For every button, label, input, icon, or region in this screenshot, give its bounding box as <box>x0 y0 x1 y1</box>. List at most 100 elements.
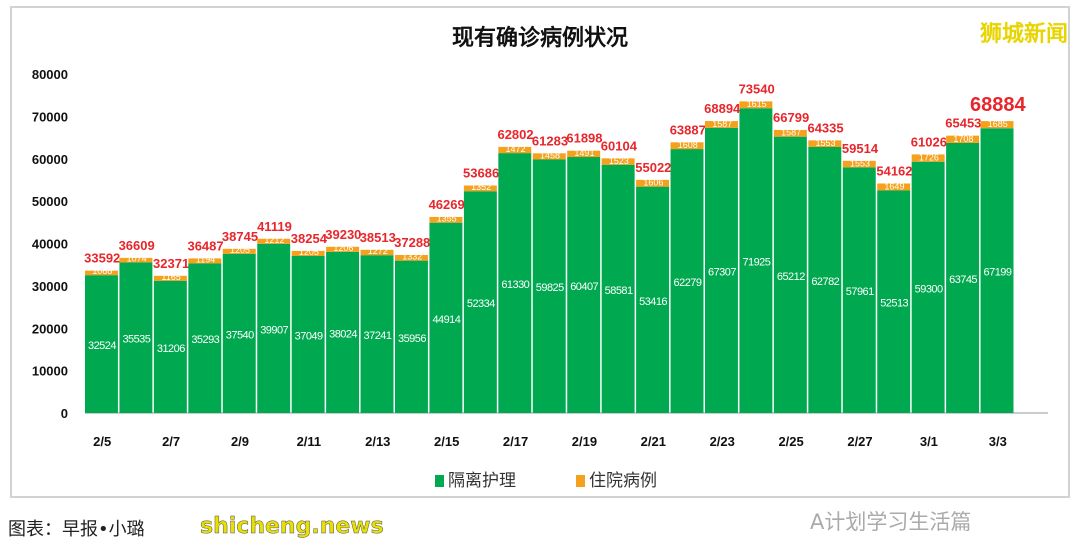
data-label-hospital: 1726 <box>919 153 939 163</box>
data-label-total: 63887 <box>670 122 706 137</box>
data-label-hospital: 1606 <box>643 178 663 188</box>
data-label-isolation: 52513 <box>880 298 908 310</box>
bar-isolation <box>636 186 670 413</box>
bar-isolation <box>498 153 532 413</box>
data-label-total: 46269 <box>429 197 465 212</box>
bar-hospital <box>498 146 532 154</box>
x-tick-label: 2/23 <box>710 434 735 449</box>
y-tick-label: 60000 <box>32 152 68 167</box>
bar-isolation <box>808 146 842 413</box>
bar-isolation <box>429 222 463 413</box>
data-label-hospital: 1649 <box>884 181 904 191</box>
data-label-hospital: 1685 <box>988 119 1008 129</box>
data-label-isolation: 58581 <box>605 285 633 297</box>
bar-isolation <box>739 108 773 414</box>
data-label-total: 68894 <box>704 101 741 116</box>
x-tick-label: 2/25 <box>778 434 803 449</box>
bar-isolation <box>153 280 187 413</box>
y-tick-label: 50000 <box>32 194 68 209</box>
data-label-hospital: 1458 <box>540 150 560 160</box>
bar-hospital <box>808 140 842 147</box>
data-label-hospital: 1553 <box>816 138 836 148</box>
bar-hospital <box>946 135 980 143</box>
data-label-total: 38513 <box>360 230 396 245</box>
bar-hospital <box>429 216 463 223</box>
bar-isolation <box>85 275 118 413</box>
data-label-isolation: 71925 <box>742 257 770 269</box>
y-tick-label: 40000 <box>32 237 68 252</box>
data-label-total: 36487 <box>187 238 223 253</box>
data-label-hospital: 1355 <box>437 214 457 224</box>
data-label-isolation: 35535 <box>122 334 150 346</box>
data-label-isolation: 35956 <box>398 333 426 345</box>
data-label-hospital: 1587 <box>781 128 801 138</box>
data-label-hospital: 1472 <box>506 144 526 154</box>
watermark: 狮城新闻 <box>979 22 1068 47</box>
bar-isolation <box>877 190 911 413</box>
data-label-hospital: 1068 <box>92 266 112 276</box>
data-label-hospital: 1205 <box>230 245 250 255</box>
data-label-isolation: 59300 <box>915 283 943 295</box>
data-label-total: 36609 <box>119 238 155 253</box>
legend-label: 隔离护理 <box>448 471 516 491</box>
bar-isolation <box>911 161 945 413</box>
data-label-hospital: 1587 <box>712 119 732 129</box>
data-label-isolation: 53416 <box>639 296 667 308</box>
bar-hospital <box>567 150 601 158</box>
data-label-total: 73540 <box>739 81 775 96</box>
y-tick-label: 80000 <box>32 67 68 82</box>
bar-hospital <box>291 250 325 257</box>
data-label-hospital: 1205 <box>299 247 319 257</box>
data-label-hospital: 1352 <box>471 182 491 192</box>
bar-hospital <box>911 154 945 162</box>
data-label-total: 39230 <box>325 227 361 242</box>
data-label-total: 33592 <box>84 251 120 266</box>
data-label-isolation: 63745 <box>949 274 977 286</box>
bar-hospital <box>360 249 394 256</box>
bar-isolation <box>222 253 256 413</box>
data-label-hospital: 1206 <box>333 243 353 253</box>
data-label-isolation: 57961 <box>846 286 874 298</box>
data-label-isolation: 39907 <box>260 324 288 336</box>
data-label-total: 55022 <box>635 160 671 175</box>
data-label-total: 61283 <box>532 133 568 148</box>
data-label-hospital: 1523 <box>609 156 629 166</box>
bar-isolation <box>326 251 360 413</box>
bar-isolation <box>842 167 876 413</box>
data-label-hospital: 1608 <box>678 140 698 150</box>
bar-hospital <box>842 160 876 168</box>
bar-hospital <box>636 179 670 187</box>
y-tick-label: 20000 <box>32 321 68 336</box>
bar-hospital <box>85 270 118 276</box>
data-label-total: 37288 <box>394 235 430 250</box>
bar-isolation <box>291 256 325 413</box>
data-label-hospital: 1194 <box>196 254 215 264</box>
data-label-total: 60104 <box>601 138 638 153</box>
bar-hospital <box>601 158 635 165</box>
bar-hospital <box>705 121 738 128</box>
chart-title: 现有确诊病例状况 <box>451 26 628 51</box>
legend-label: 住院病例 <box>589 471 657 491</box>
site-watermark: shicheng.news <box>200 514 384 540</box>
bar-isolation <box>946 142 980 414</box>
data-label-isolation: 59825 <box>536 282 564 294</box>
bar-hospital <box>980 121 1014 129</box>
bar-hospital <box>257 238 291 244</box>
data-label-isolation: 31206 <box>157 343 185 355</box>
x-tick-label: 2/9 <box>231 434 249 449</box>
data-label-hospital: 1332 <box>402 252 422 262</box>
x-tick-label: 2/15 <box>434 434 459 449</box>
data-label-isolation: 37049 <box>295 331 323 343</box>
legend-swatch <box>435 475 444 487</box>
wechat-watermark: A计划学习生活篇 <box>810 510 972 534</box>
data-label-total: 59514 <box>842 141 879 156</box>
data-label-total: 61026 <box>911 134 947 149</box>
bar-hospital <box>395 254 428 261</box>
data-label-isolation: 67199 <box>984 267 1012 279</box>
y-tick-label: 10000 <box>32 364 68 379</box>
data-label-isolation: 62782 <box>811 276 839 288</box>
bar-isolation <box>670 149 704 413</box>
x-tick-label: 2/13 <box>365 434 390 449</box>
legend: 隔离护理 住院病例 <box>435 466 657 491</box>
